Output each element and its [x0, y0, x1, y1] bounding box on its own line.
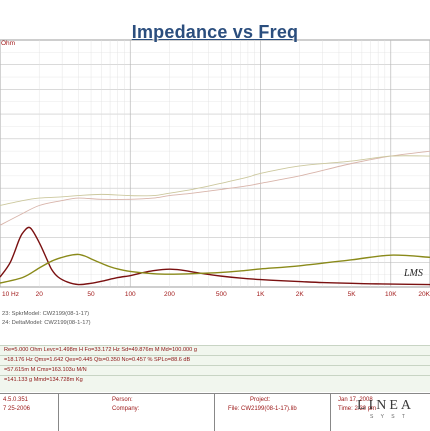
parameter-row: =141.133 g Mmd=134.728m Kg [4, 377, 83, 383]
x-tick-label: 100 [125, 291, 136, 298]
x-tick-label: 20 [36, 291, 44, 298]
version: 4.5.0.351 [3, 397, 29, 403]
time: Time: 2:30 pm [338, 406, 377, 412]
legend: 23: SpkrModel: CW2199(08-1-17) 24: Delta… [0, 309, 430, 339]
impedance-chart: 10 Hz 20 50 100 200 500 1K 2K 5K 10K 20K Ohm [0, 39, 430, 298]
chart-annotation: LMS [404, 268, 423, 279]
x-tick-label: 5K [348, 291, 357, 298]
x-tick-label: 500 [216, 291, 227, 298]
x-tick-label: 20K [418, 291, 430, 298]
project-label: Project: [250, 397, 271, 403]
legend-item: 23: SpkrModel: CW2199(08-1-17) [2, 311, 89, 317]
series-line-4 [0, 155, 430, 206]
x-tick-label: 1K [257, 291, 266, 298]
footer: 4.5.0.351 7 25-2006 Person: Company: Pro… [0, 393, 430, 431]
chart-grid [0, 39, 430, 288]
company-label: Company: [112, 406, 140, 412]
chart-series [0, 150, 430, 286]
y-unit-label: Ohm [1, 40, 15, 47]
date: Jan 17, 2008 [338, 397, 373, 403]
file-name: File: CW2199(08-1-17).lib [228, 406, 297, 412]
date-created: 7 25-2006 [3, 406, 31, 412]
parameter-row: =57.615m M Cms=163.103u M/N [4, 367, 87, 373]
person-label: Person: [112, 397, 133, 403]
parameter-row: Re=5.000 Ohm Levc=1.498m H Fo=33.172 Hz … [4, 347, 197, 353]
legend-item: 24: DeltaModel: CW2199(08-1-17) [2, 320, 91, 326]
series-line-3 [0, 150, 430, 226]
series-line-2 [0, 253, 430, 284]
x-tick-label: 50 [87, 291, 95, 298]
parameter-panel: Re=5.000 Ohm Levc=1.498m H Fo=33.172 Hz … [0, 345, 430, 392]
x-tick-label: 10 Hz [2, 291, 19, 298]
parameter-row: =18.176 Hz Qms=1.642 Qes=0.445 Qts=0.350… [4, 357, 191, 363]
x-tick-labels: 10 Hz 20 50 100 200 500 1K 2K 5K 10K 20K [2, 291, 430, 298]
linearx-logo-sub: S Y S T [370, 414, 408, 420]
chart-title: Impedance vs Freq [131, 22, 299, 42]
x-tick-label: 200 [164, 291, 175, 298]
x-tick-label: 10K [385, 291, 397, 298]
linearx-logo: LINEA [357, 398, 414, 413]
x-tick-label: 2K [296, 291, 305, 298]
